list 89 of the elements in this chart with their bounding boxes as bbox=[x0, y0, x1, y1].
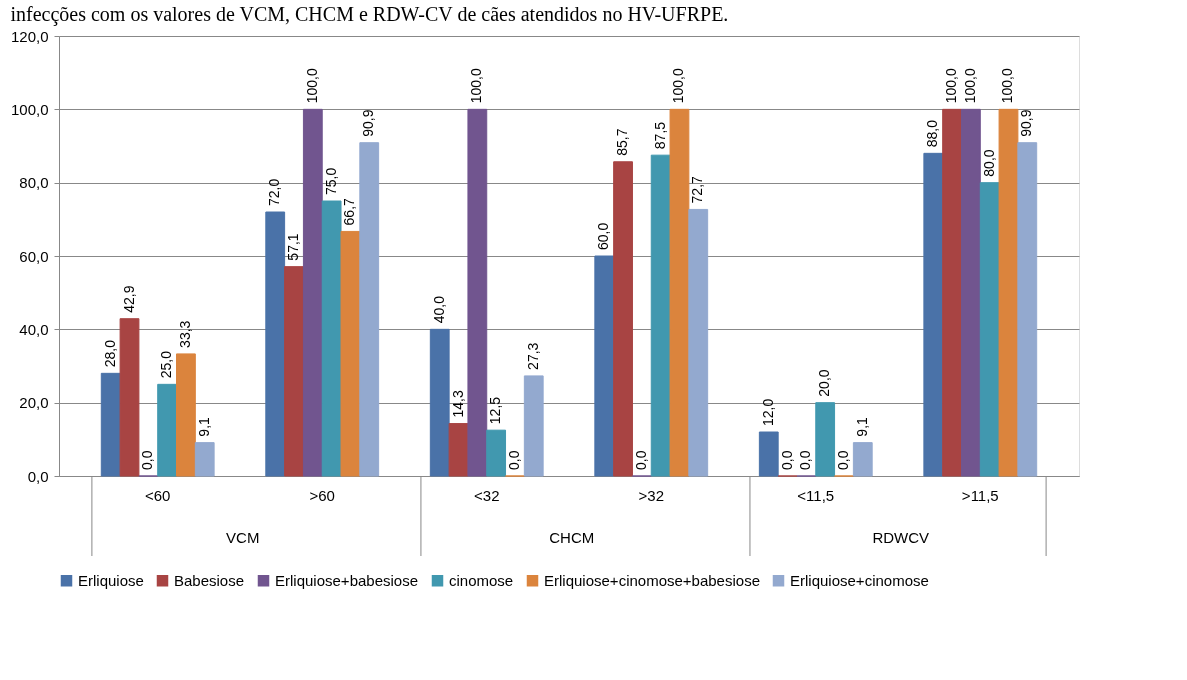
bar bbox=[1017, 142, 1038, 477]
data-label: 75,0 bbox=[322, 167, 339, 195]
x-tick-label: <32 bbox=[474, 486, 500, 504]
data-label: 0,0 bbox=[505, 450, 522, 470]
legend-label: Erliquiose+babesiose bbox=[275, 571, 419, 589]
bar bbox=[429, 328, 450, 477]
y-tick-label: 0,0 bbox=[27, 467, 49, 485]
bar bbox=[194, 442, 215, 477]
data-label: 12,5 bbox=[487, 396, 504, 425]
legend-label: Erliquiose+cinomose+babesiose bbox=[544, 571, 760, 589]
data-label: 90,9 bbox=[360, 109, 377, 137]
bar bbox=[359, 142, 380, 477]
data-label: 100,0 bbox=[303, 68, 320, 104]
bar bbox=[157, 383, 178, 477]
data-label: 72,0 bbox=[266, 178, 283, 206]
data-label: 90,9 bbox=[1018, 109, 1035, 137]
bar bbox=[284, 266, 304, 477]
bar bbox=[688, 208, 709, 477]
data-label: 20,0 bbox=[816, 369, 833, 397]
bar bbox=[650, 154, 671, 477]
bar bbox=[302, 108, 323, 477]
bar bbox=[852, 442, 873, 477]
data-label: 72,7 bbox=[689, 175, 706, 204]
data-label: 66,7 bbox=[341, 197, 358, 226]
bar bbox=[321, 200, 342, 477]
data-label: 60,0 bbox=[595, 222, 612, 250]
data-label: 0,0 bbox=[778, 450, 795, 470]
data-label: 0,0 bbox=[834, 450, 851, 470]
legend-label: Erliquiose bbox=[78, 571, 144, 589]
y-tick-label: 60,0 bbox=[19, 247, 49, 265]
bar bbox=[448, 423, 469, 477]
bar bbox=[594, 255, 615, 477]
bar bbox=[523, 375, 544, 477]
data-label: 87,5 bbox=[651, 121, 668, 150]
data-label: 40,0 bbox=[430, 295, 447, 324]
x-tick-label: <11,5 bbox=[797, 486, 835, 504]
data-label: 27,3 bbox=[524, 342, 541, 370]
y-tick-label: 80,0 bbox=[19, 174, 49, 192]
data-label: 42,9 bbox=[120, 285, 137, 313]
bar bbox=[923, 152, 944, 477]
data-label: 80,0 bbox=[980, 149, 997, 177]
bar bbox=[467, 108, 488, 477]
data-label: 57,1 bbox=[285, 233, 302, 261]
data-label: 14,3 bbox=[449, 390, 466, 418]
y-tick-label: 100,0 bbox=[10, 100, 49, 118]
bar bbox=[176, 353, 196, 477]
bar bbox=[100, 372, 121, 477]
data-label: 100,0 bbox=[943, 68, 960, 104]
legend-label: cinomose bbox=[449, 571, 514, 589]
data-label: 85,7 bbox=[614, 128, 631, 156]
bar bbox=[613, 161, 633, 477]
data-label: 25,0 bbox=[158, 350, 175, 379]
data-label: 100,0 bbox=[670, 68, 687, 104]
data-label: 0,0 bbox=[632, 450, 649, 470]
x-tick-label: >60 bbox=[309, 486, 335, 504]
data-label: 88,0 bbox=[924, 119, 941, 148]
y-tick-label: 40,0 bbox=[19, 320, 49, 338]
bar bbox=[979, 182, 1000, 477]
bar bbox=[486, 429, 507, 477]
text: VCM bbox=[226, 529, 260, 546]
data-label: 12,0 bbox=[759, 398, 776, 426]
data-label: 0,0 bbox=[139, 450, 156, 470]
x-tick-label: >11,5 bbox=[961, 486, 999, 504]
bar bbox=[119, 318, 140, 477]
data-label: 100,0 bbox=[999, 68, 1016, 104]
data-label: 33,3 bbox=[176, 320, 193, 348]
bar bbox=[998, 108, 1019, 477]
data-label: 100,0 bbox=[961, 68, 978, 104]
data-label: 28,0 bbox=[101, 339, 118, 368]
y-tick-label: 120,0 bbox=[10, 27, 49, 45]
text: RDWCV bbox=[872, 529, 930, 546]
x-tick-label: <60 bbox=[144, 486, 171, 504]
bar bbox=[758, 431, 779, 477]
bar bbox=[669, 108, 690, 477]
data-label: 9,1 bbox=[195, 416, 212, 437]
data-label: 100,0 bbox=[468, 68, 485, 104]
bar bbox=[960, 108, 981, 477]
y-tick-label: 20,0 bbox=[19, 394, 49, 412]
chart-title: infecções com os valores de VCM, CHCM e RDW-CV de cães atendidos no HV-UFRPE. bbox=[10, 3, 729, 26]
legend-label: Babesiose bbox=[174, 571, 245, 589]
bar bbox=[815, 402, 836, 477]
bar bbox=[265, 211, 286, 477]
legend-label: Erliquiose+cinomose bbox=[790, 571, 929, 589]
x-tick-label: >32 bbox=[638, 486, 664, 504]
data-label: 0,0 bbox=[797, 450, 814, 470]
data-label: 9,1 bbox=[853, 416, 870, 437]
text: CHCM bbox=[549, 529, 595, 546]
bar bbox=[340, 230, 361, 477]
bar bbox=[942, 108, 962, 477]
